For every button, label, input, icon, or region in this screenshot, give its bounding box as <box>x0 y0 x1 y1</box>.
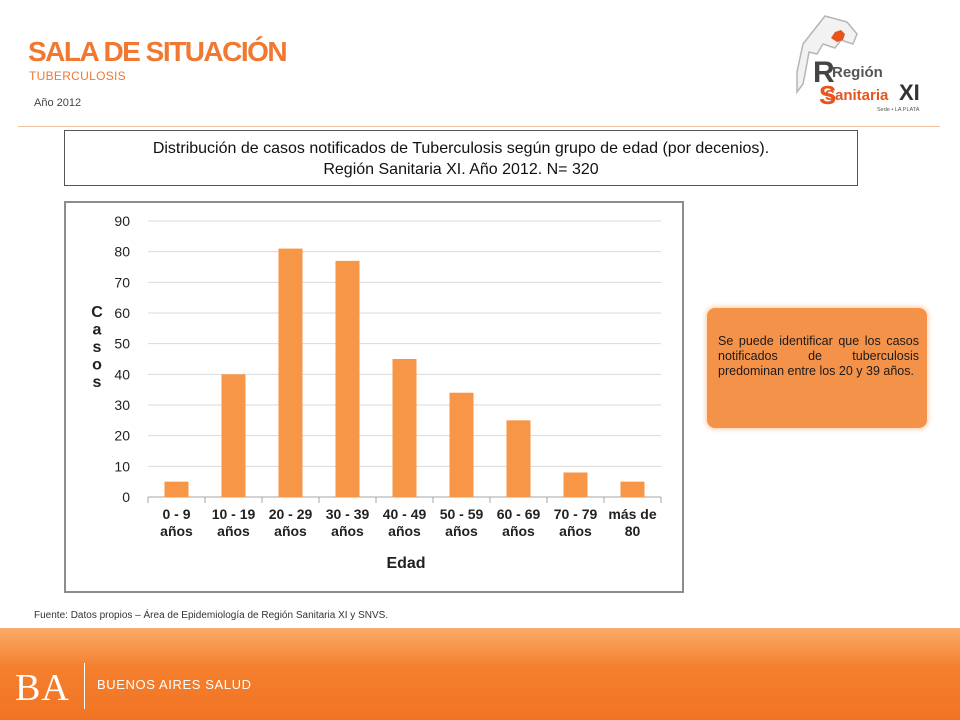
x-axis-title: Edad <box>386 555 425 572</box>
y-axis-title-letter: s <box>93 374 102 391</box>
page-title: SALA DE SITUACIÓN <box>28 36 288 67</box>
y-tick-label: 10 <box>114 458 130 474</box>
x-tick-label: 80 <box>625 523 641 539</box>
footer-separator <box>84 663 85 709</box>
x-tick-label: 10 - 19 <box>212 506 256 522</box>
bar-5 <box>449 392 474 497</box>
bar-4 <box>392 359 417 497</box>
x-tick-label: años <box>217 523 250 539</box>
chart-title-box: Distribución de casos notificados de Tub… <box>64 130 858 186</box>
footer-label: BUENOS AIRES SALUD <box>97 677 252 692</box>
x-tick-label: 60 - 69 <box>497 506 541 522</box>
bar-0 <box>164 481 189 497</box>
header-divider <box>18 126 940 127</box>
x-tick-label: 0 - 9 <box>162 506 190 522</box>
x-tick-label: años <box>274 523 307 539</box>
y-tick-label: 30 <box>114 397 130 413</box>
x-tick-label: años <box>388 523 421 539</box>
bar-7 <box>563 472 588 497</box>
x-tick-label: años <box>331 523 364 539</box>
y-tick-label: 40 <box>114 366 130 382</box>
y-tick-label: 0 <box>122 489 130 505</box>
y-axis-title-letter: s <box>93 339 102 356</box>
logo-letter-r: R <box>813 56 835 89</box>
report-year: Año 2012 <box>34 97 82 109</box>
bar-8 <box>620 481 645 497</box>
chart-frame <box>64 201 684 593</box>
chart-title-line1: Distribución de casos notificados de Tub… <box>152 140 770 157</box>
y-tick-label: 60 <box>114 305 130 321</box>
region-highlight-icon <box>831 30 845 42</box>
footer-bar: BA BUENOS AIRES SALUD <box>0 628 960 720</box>
logo-region: Región <box>832 64 883 81</box>
x-tick-label: 50 - 59 <box>440 506 484 522</box>
y-tick-label: 90 <box>114 213 130 229</box>
x-tick-label: más de <box>608 506 656 522</box>
logo-roman: XI <box>899 80 920 105</box>
x-tick-label: 40 - 49 <box>383 506 427 522</box>
bar-2 <box>278 248 303 497</box>
region-sanitaria-logo: R Región S Sanitaria XI Sede • LA PLATA <box>796 15 920 113</box>
y-tick-label: 20 <box>114 428 130 444</box>
bar-3 <box>335 260 360 497</box>
logo-tagline: Sede • LA PLATA <box>877 107 920 113</box>
y-tick-label: 70 <box>114 274 130 290</box>
footer-ba-logo: BA <box>15 667 70 709</box>
page-subtitle: TUBERCULOSIS <box>29 69 126 83</box>
chart-title-line2: Región Sanitaria XI. Año 2012. N= 320 <box>323 161 599 178</box>
x-tick-label: 70 - 79 <box>554 506 598 522</box>
x-tick-label: años <box>502 523 535 539</box>
bar-1 <box>221 374 246 497</box>
callout-note: Se puede identificar que los casos notif… <box>707 308 927 428</box>
y-axis-title-letter: a <box>93 322 102 339</box>
source-note: Fuente: Datos propios – Área de Epidemio… <box>34 610 389 621</box>
y-axis-title-letter: o <box>92 357 102 374</box>
bar-6 <box>506 420 531 497</box>
x-tick-label: 30 - 39 <box>326 506 370 522</box>
logo-letter-s: S <box>819 80 836 110</box>
y-axis-title-letter: C <box>91 304 103 321</box>
logo-sanitaria: Sanitaria <box>825 87 889 104</box>
y-tick-label: 80 <box>114 244 130 260</box>
x-tick-label: años <box>559 523 592 539</box>
x-tick-label: 20 - 29 <box>269 506 313 522</box>
x-tick-label: años <box>445 523 478 539</box>
y-tick-label: 50 <box>114 336 130 352</box>
x-tick-label: años <box>160 523 193 539</box>
